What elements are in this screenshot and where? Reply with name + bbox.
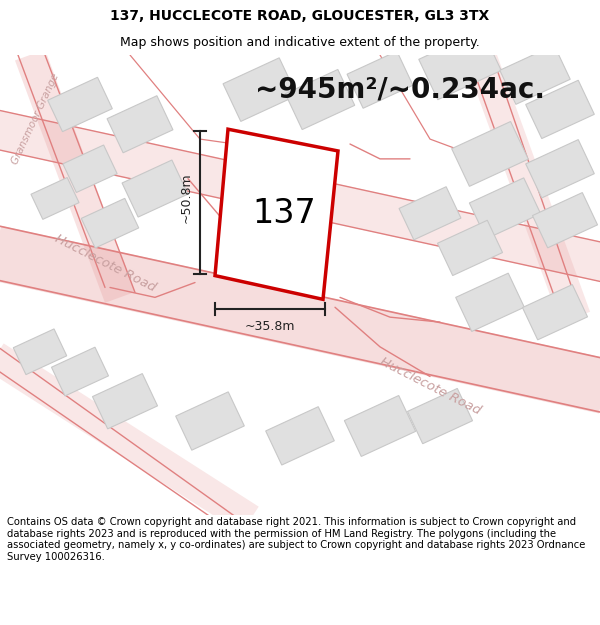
Polygon shape (266, 407, 334, 465)
Polygon shape (52, 347, 109, 396)
Polygon shape (47, 78, 112, 132)
Polygon shape (532, 192, 598, 248)
Polygon shape (107, 96, 173, 152)
Polygon shape (0, 110, 600, 282)
Polygon shape (523, 284, 587, 340)
Polygon shape (452, 121, 529, 186)
Text: Hucclecote Road: Hucclecote Road (377, 355, 482, 418)
Text: Hucclecote Road: Hucclecote Road (52, 232, 158, 294)
Text: Contains OS data © Crown copyright and database right 2021. This information is : Contains OS data © Crown copyright and d… (7, 518, 586, 562)
Polygon shape (437, 220, 503, 276)
Polygon shape (92, 374, 158, 429)
Polygon shape (81, 198, 139, 248)
Polygon shape (285, 69, 355, 129)
Polygon shape (526, 139, 595, 198)
Polygon shape (215, 129, 338, 299)
Polygon shape (63, 145, 117, 192)
Polygon shape (399, 187, 461, 240)
Text: 137: 137 (252, 198, 316, 230)
Polygon shape (500, 45, 570, 104)
Polygon shape (469, 178, 541, 239)
Polygon shape (407, 389, 473, 444)
Polygon shape (223, 58, 297, 121)
Polygon shape (122, 160, 188, 217)
Polygon shape (344, 396, 416, 456)
Text: Map shows position and indicative extent of the property.: Map shows position and indicative extent… (120, 36, 480, 49)
Polygon shape (465, 49, 590, 322)
Polygon shape (347, 51, 413, 108)
Polygon shape (0, 343, 259, 533)
Polygon shape (0, 226, 600, 414)
Polygon shape (455, 273, 524, 331)
Text: ~35.8m: ~35.8m (245, 319, 295, 332)
Polygon shape (419, 30, 501, 100)
Polygon shape (176, 392, 244, 450)
Text: ~50.8m: ~50.8m (179, 172, 193, 222)
Text: 137, HUCCLECOTE ROAD, GLOUCESTER, GL3 3TX: 137, HUCCLECOTE ROAD, GLOUCESTER, GL3 3T… (110, 9, 490, 24)
Polygon shape (31, 177, 79, 219)
Polygon shape (526, 80, 595, 139)
Polygon shape (13, 329, 67, 374)
Text: Gransmoor Grange: Gransmoor Grange (10, 72, 61, 166)
Polygon shape (15, 49, 135, 303)
Text: ~945m²/~0.234ac.: ~945m²/~0.234ac. (255, 76, 545, 104)
